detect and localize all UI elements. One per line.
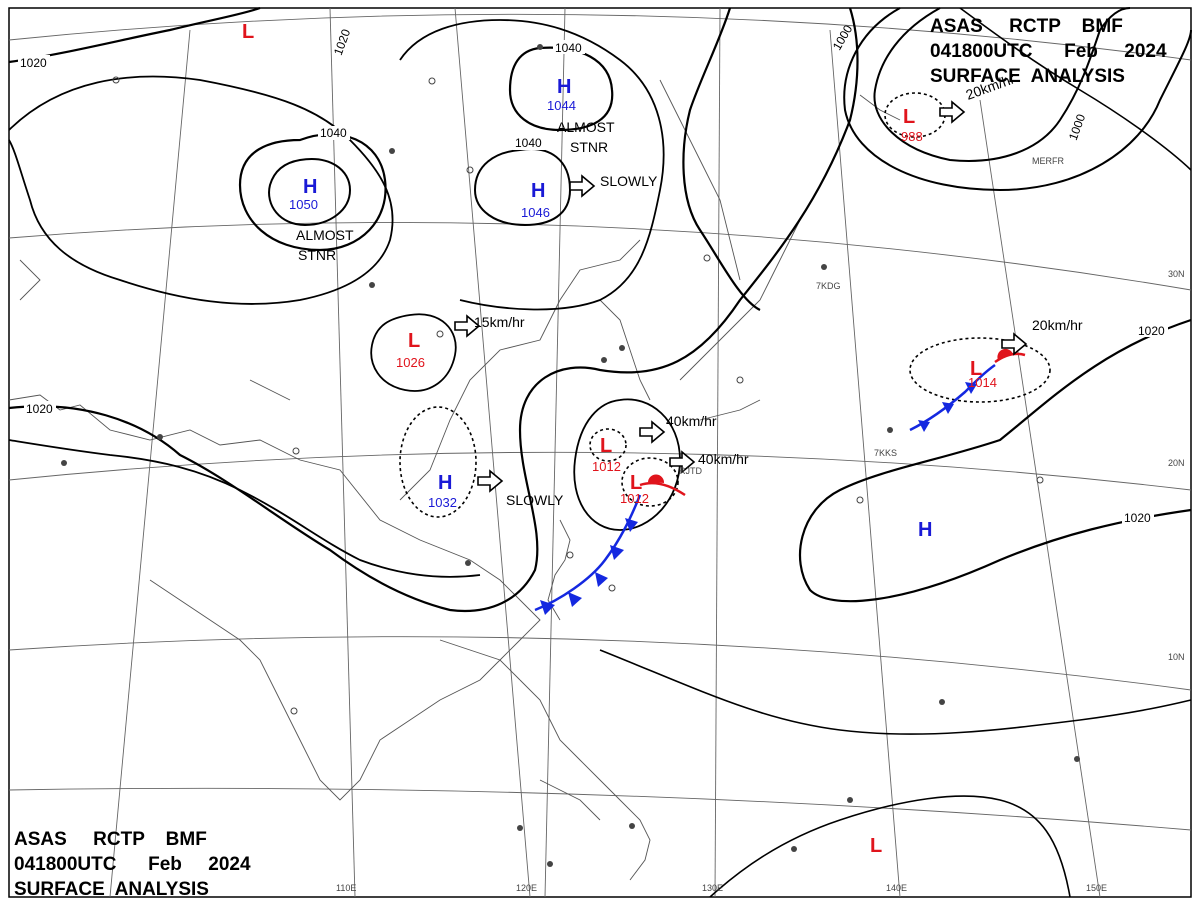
coastlines (8, 79, 901, 881)
low-pressure-value: 988 (901, 129, 923, 144)
graticule-labels: 110E 120E 130E 140E 150E 30N 20N 10N RJT… (336, 156, 1185, 893)
header-line-3: SURFACE ANALYSIS (14, 879, 209, 900)
low-pressure-value: 1012 (620, 491, 649, 506)
low-letter: L (970, 358, 982, 380)
motion-label: 40km/hr (698, 451, 749, 467)
motion-label: 40km/hr (666, 413, 717, 429)
high-pressure-centers: H 1050 H 1044 H 1046 H 1032 H (289, 76, 932, 541)
longitude-label: 150E (1086, 883, 1107, 893)
low-pressure-value: 1014 (968, 375, 997, 390)
status-labels: ALMOST STNR ALMOST STNR (296, 119, 615, 263)
longitude-label: 140E (886, 883, 907, 893)
header-line-1: ASAS RCTP BMF (14, 829, 207, 850)
motion-arrows (454, 100, 1028, 493)
warm-front (639, 348, 1026, 497)
isobar-label: 1020 (1138, 324, 1165, 338)
status-label: STNR (298, 247, 336, 263)
high-letter: H (438, 472, 452, 494)
isobar-label: 1040 (320, 126, 347, 140)
high-pressure-value: 1050 (289, 197, 318, 212)
low-letter: L (630, 472, 642, 494)
header-line-3: SURFACE ANALYSIS (930, 66, 1125, 87)
station-label: MERFR (1032, 156, 1064, 166)
motion-label: SLOWLY (506, 492, 564, 508)
station-label: RJTD (679, 466, 702, 476)
high-pressure-value: 1032 (428, 495, 457, 510)
status-label: ALMOST (557, 119, 615, 135)
high-letter: H (531, 180, 545, 202)
low-letter: L (242, 21, 254, 43)
isobar-label: 1040 (515, 136, 542, 150)
motion-label: 20km/hr (1032, 317, 1083, 333)
status-label: ALMOST (296, 227, 354, 243)
isobar-labels: 1020 1020 1020 1020 1000 1000 1040 1040 … (18, 22, 1168, 525)
low-pressure-centers: L L 988 L 1026 L 1012 L 1012 L 1014 L (242, 21, 997, 857)
longitude-label: 110E (336, 883, 356, 893)
longitude-label: 130E (702, 883, 723, 893)
latitude-label: 20N (1168, 458, 1185, 468)
low-pressure-value: 1026 (396, 355, 425, 370)
station-label: 7KKS (874, 448, 897, 458)
header-line-2: 041800UTC Feb 2024 (930, 41, 1167, 62)
station-label: 7KDG (816, 281, 841, 291)
high-letter: H (557, 76, 571, 98)
high-letter: H (918, 519, 932, 541)
header-line-1: ASAS RCTP BMF (930, 16, 1123, 37)
isobar-label: 1020 (26, 402, 53, 416)
high-pressure-value: 1046 (521, 205, 550, 220)
isobar-label: 1040 (555, 41, 582, 55)
chart-header-top: ASAS RCTP BMF 041800UTC Feb 2024 SURFACE… (930, 14, 1167, 89)
low-letter: L (903, 106, 915, 128)
latitude-label: 10N (1168, 652, 1185, 662)
status-label: STNR (570, 139, 608, 155)
header-line-2: 041800UTC Feb 2024 (14, 854, 251, 875)
isobar-label: 1020 (20, 56, 47, 70)
low-letter: L (600, 435, 612, 457)
longitude-label: 120E (516, 883, 537, 893)
graticule (8, 7, 1192, 898)
station-plots (61, 44, 1080, 867)
high-letter: H (303, 176, 317, 198)
isobar-label: 1020 (1124, 511, 1151, 525)
motion-label: SLOWLY (600, 173, 658, 189)
latitude-label: 30N (1168, 269, 1185, 279)
low-letter: L (408, 330, 420, 352)
isobars (8, 6, 1192, 898)
low-pressure-value: 1012 (592, 459, 621, 474)
cold-front (534, 363, 996, 615)
motion-label: 15km/hr (474, 314, 525, 330)
low-letter: L (870, 835, 882, 857)
high-pressure-value: 1044 (547, 98, 576, 113)
chart-header-bottom: ASAS RCTP BMF 041800UTC Feb 2024 SURFACE… (14, 827, 251, 902)
